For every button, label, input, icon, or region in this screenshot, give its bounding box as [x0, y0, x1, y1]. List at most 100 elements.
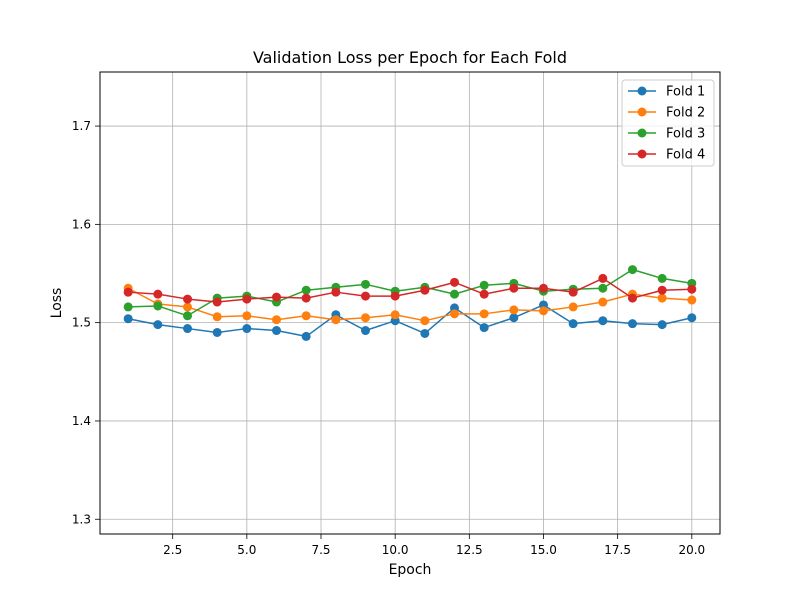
data-point [598, 297, 608, 307]
data-point [212, 327, 222, 337]
data-point [657, 273, 667, 283]
y-tick-label: 1.4 [72, 414, 91, 428]
legend-swatch-marker [637, 86, 647, 96]
data-point [212, 312, 222, 322]
legend-swatch-marker [637, 149, 647, 159]
data-point [420, 316, 430, 326]
y-axis-label: Loss [49, 288, 65, 319]
legend: Fold 1 Fold 2 Fold 3 Fold 4 [621, 79, 715, 167]
data-point [479, 280, 489, 290]
data-point [627, 265, 637, 275]
data-point [183, 324, 193, 334]
data-point [272, 292, 282, 302]
data-point [479, 309, 489, 319]
x-tick-label: 5.0 [237, 543, 256, 557]
legend-label: Fold 3 [666, 127, 705, 142]
data-point [598, 273, 608, 283]
x-tick-label: 2.5 [163, 543, 182, 557]
data-point [301, 293, 311, 303]
data-point [153, 301, 163, 311]
data-point [657, 293, 667, 303]
data-point [420, 328, 430, 338]
data-point [449, 309, 459, 319]
y-tick-label: 1.5 [72, 316, 91, 330]
legend-label: Fold 4 [666, 148, 705, 163]
data-point [509, 313, 519, 323]
legend-item: Fold 1 [628, 85, 705, 100]
data-point [538, 306, 548, 316]
data-point [301, 331, 311, 341]
x-tick-label: 17.5 [604, 543, 631, 557]
legend-label: Fold 2 [666, 106, 705, 121]
data-point [212, 297, 222, 307]
data-point [331, 287, 341, 297]
data-point [242, 294, 252, 304]
data-point [123, 302, 133, 312]
data-point [301, 285, 311, 295]
data-point [272, 315, 282, 325]
y-tick-label: 1.3 [72, 512, 91, 526]
data-point [568, 302, 578, 312]
data-point [657, 285, 667, 295]
legend-label: Fold 1 [666, 85, 705, 100]
data-point [390, 291, 400, 301]
data-point [420, 285, 430, 295]
x-tick-label: 10.0 [382, 543, 409, 557]
series-layer [123, 265, 697, 341]
data-point [657, 320, 667, 330]
legend-box [621, 79, 715, 167]
legend-item: Fold 3 [628, 127, 705, 142]
data-point [598, 283, 608, 293]
data-point [449, 289, 459, 299]
data-point [183, 311, 193, 321]
data-point [479, 323, 489, 333]
data-point [153, 289, 163, 299]
series-fold-3 [123, 265, 697, 321]
series-fold-4 [123, 273, 697, 307]
data-point [272, 326, 282, 336]
y-tick-label: 1.7 [72, 119, 91, 133]
x-axis-label: Epoch [389, 562, 432, 578]
x-tick-label: 7.5 [311, 543, 330, 557]
data-point [509, 283, 519, 293]
data-point [449, 277, 459, 287]
data-point [687, 295, 697, 305]
series-line [128, 268, 692, 317]
data-point [538, 283, 548, 293]
legend-item: Fold 2 [628, 106, 705, 121]
data-point [627, 319, 637, 329]
series-fold-1 [123, 300, 697, 341]
data-point [361, 326, 371, 336]
data-point [687, 313, 697, 323]
series-line [128, 277, 692, 303]
legend-swatch-marker [637, 128, 647, 138]
data-point [153, 320, 163, 330]
data-point [123, 287, 133, 297]
legend-item: Fold 4 [628, 148, 705, 163]
data-point [183, 294, 193, 304]
y-tick-label: 1.6 [72, 217, 91, 231]
data-point [598, 316, 608, 326]
data-point [242, 324, 252, 334]
x-tick-label: 15.0 [530, 543, 557, 557]
data-point [361, 291, 371, 301]
data-point [183, 302, 193, 312]
x-tick-label: 12.5 [456, 543, 483, 557]
data-point [390, 310, 400, 320]
plot-frame [99, 71, 721, 535]
x-tick-label: 20.0 [678, 543, 705, 557]
chart-title: Validation Loss per Epoch for Each Fold [253, 48, 567, 67]
data-point [687, 284, 697, 294]
legend-swatch-marker [637, 107, 647, 117]
data-point [509, 305, 519, 315]
data-point [361, 279, 371, 289]
data-point [627, 293, 637, 303]
series-line [127, 287, 692, 322]
data-point [301, 311, 311, 321]
axes: 2.5 5.0 7.5 10.0 12.5 15.0 17.5 20.0 1.3 1.4 1.5 1.… [72, 119, 705, 557]
data-point [123, 314, 133, 324]
data-point [568, 287, 578, 297]
series-line [128, 304, 692, 338]
